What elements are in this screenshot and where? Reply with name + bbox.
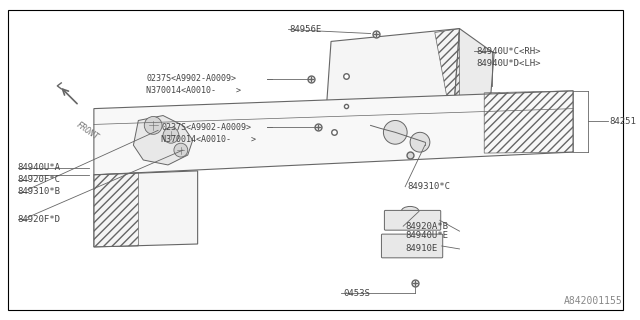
Text: A842001155: A842001155: [564, 296, 623, 306]
Text: 849310*C: 849310*C: [407, 182, 450, 191]
Polygon shape: [94, 171, 198, 247]
Text: 0237S<A9902-A0009>: 0237S<A9902-A0009>: [147, 75, 236, 84]
Text: N370014<A0010-    >: N370014<A0010- >: [161, 135, 256, 144]
Text: 84940U*E: 84940U*E: [405, 231, 448, 240]
Circle shape: [174, 143, 188, 157]
Text: 84910E: 84910E: [405, 244, 437, 253]
Text: 84920A*B: 84920A*B: [405, 222, 448, 231]
Text: FRONT: FRONT: [74, 120, 100, 142]
Text: 84940U*A: 84940U*A: [18, 164, 61, 172]
Polygon shape: [94, 91, 573, 175]
FancyBboxPatch shape: [385, 210, 441, 230]
Polygon shape: [452, 28, 494, 140]
Text: 849310*B: 849310*B: [18, 187, 61, 196]
Text: 84920F*D: 84920F*D: [18, 215, 61, 224]
Circle shape: [383, 120, 407, 144]
Ellipse shape: [401, 206, 419, 216]
Polygon shape: [133, 116, 193, 165]
Text: 84940U*D<LH>: 84940U*D<LH>: [476, 59, 541, 68]
Text: 84920F*C: 84920F*C: [18, 175, 61, 184]
Polygon shape: [324, 28, 460, 140]
Text: 0453S: 0453S: [343, 289, 370, 298]
Text: 84956E: 84956E: [289, 25, 322, 34]
Text: 84940U*C<RH>: 84940U*C<RH>: [476, 47, 541, 56]
Text: 84251: 84251: [610, 117, 637, 126]
Text: 0237S<A9902-A0009>: 0237S<A9902-A0009>: [161, 123, 251, 132]
Circle shape: [144, 116, 162, 134]
FancyBboxPatch shape: [381, 234, 443, 258]
Text: N370014<A0010-    >: N370014<A0010- >: [147, 86, 241, 95]
Circle shape: [163, 127, 179, 143]
Circle shape: [410, 132, 430, 152]
